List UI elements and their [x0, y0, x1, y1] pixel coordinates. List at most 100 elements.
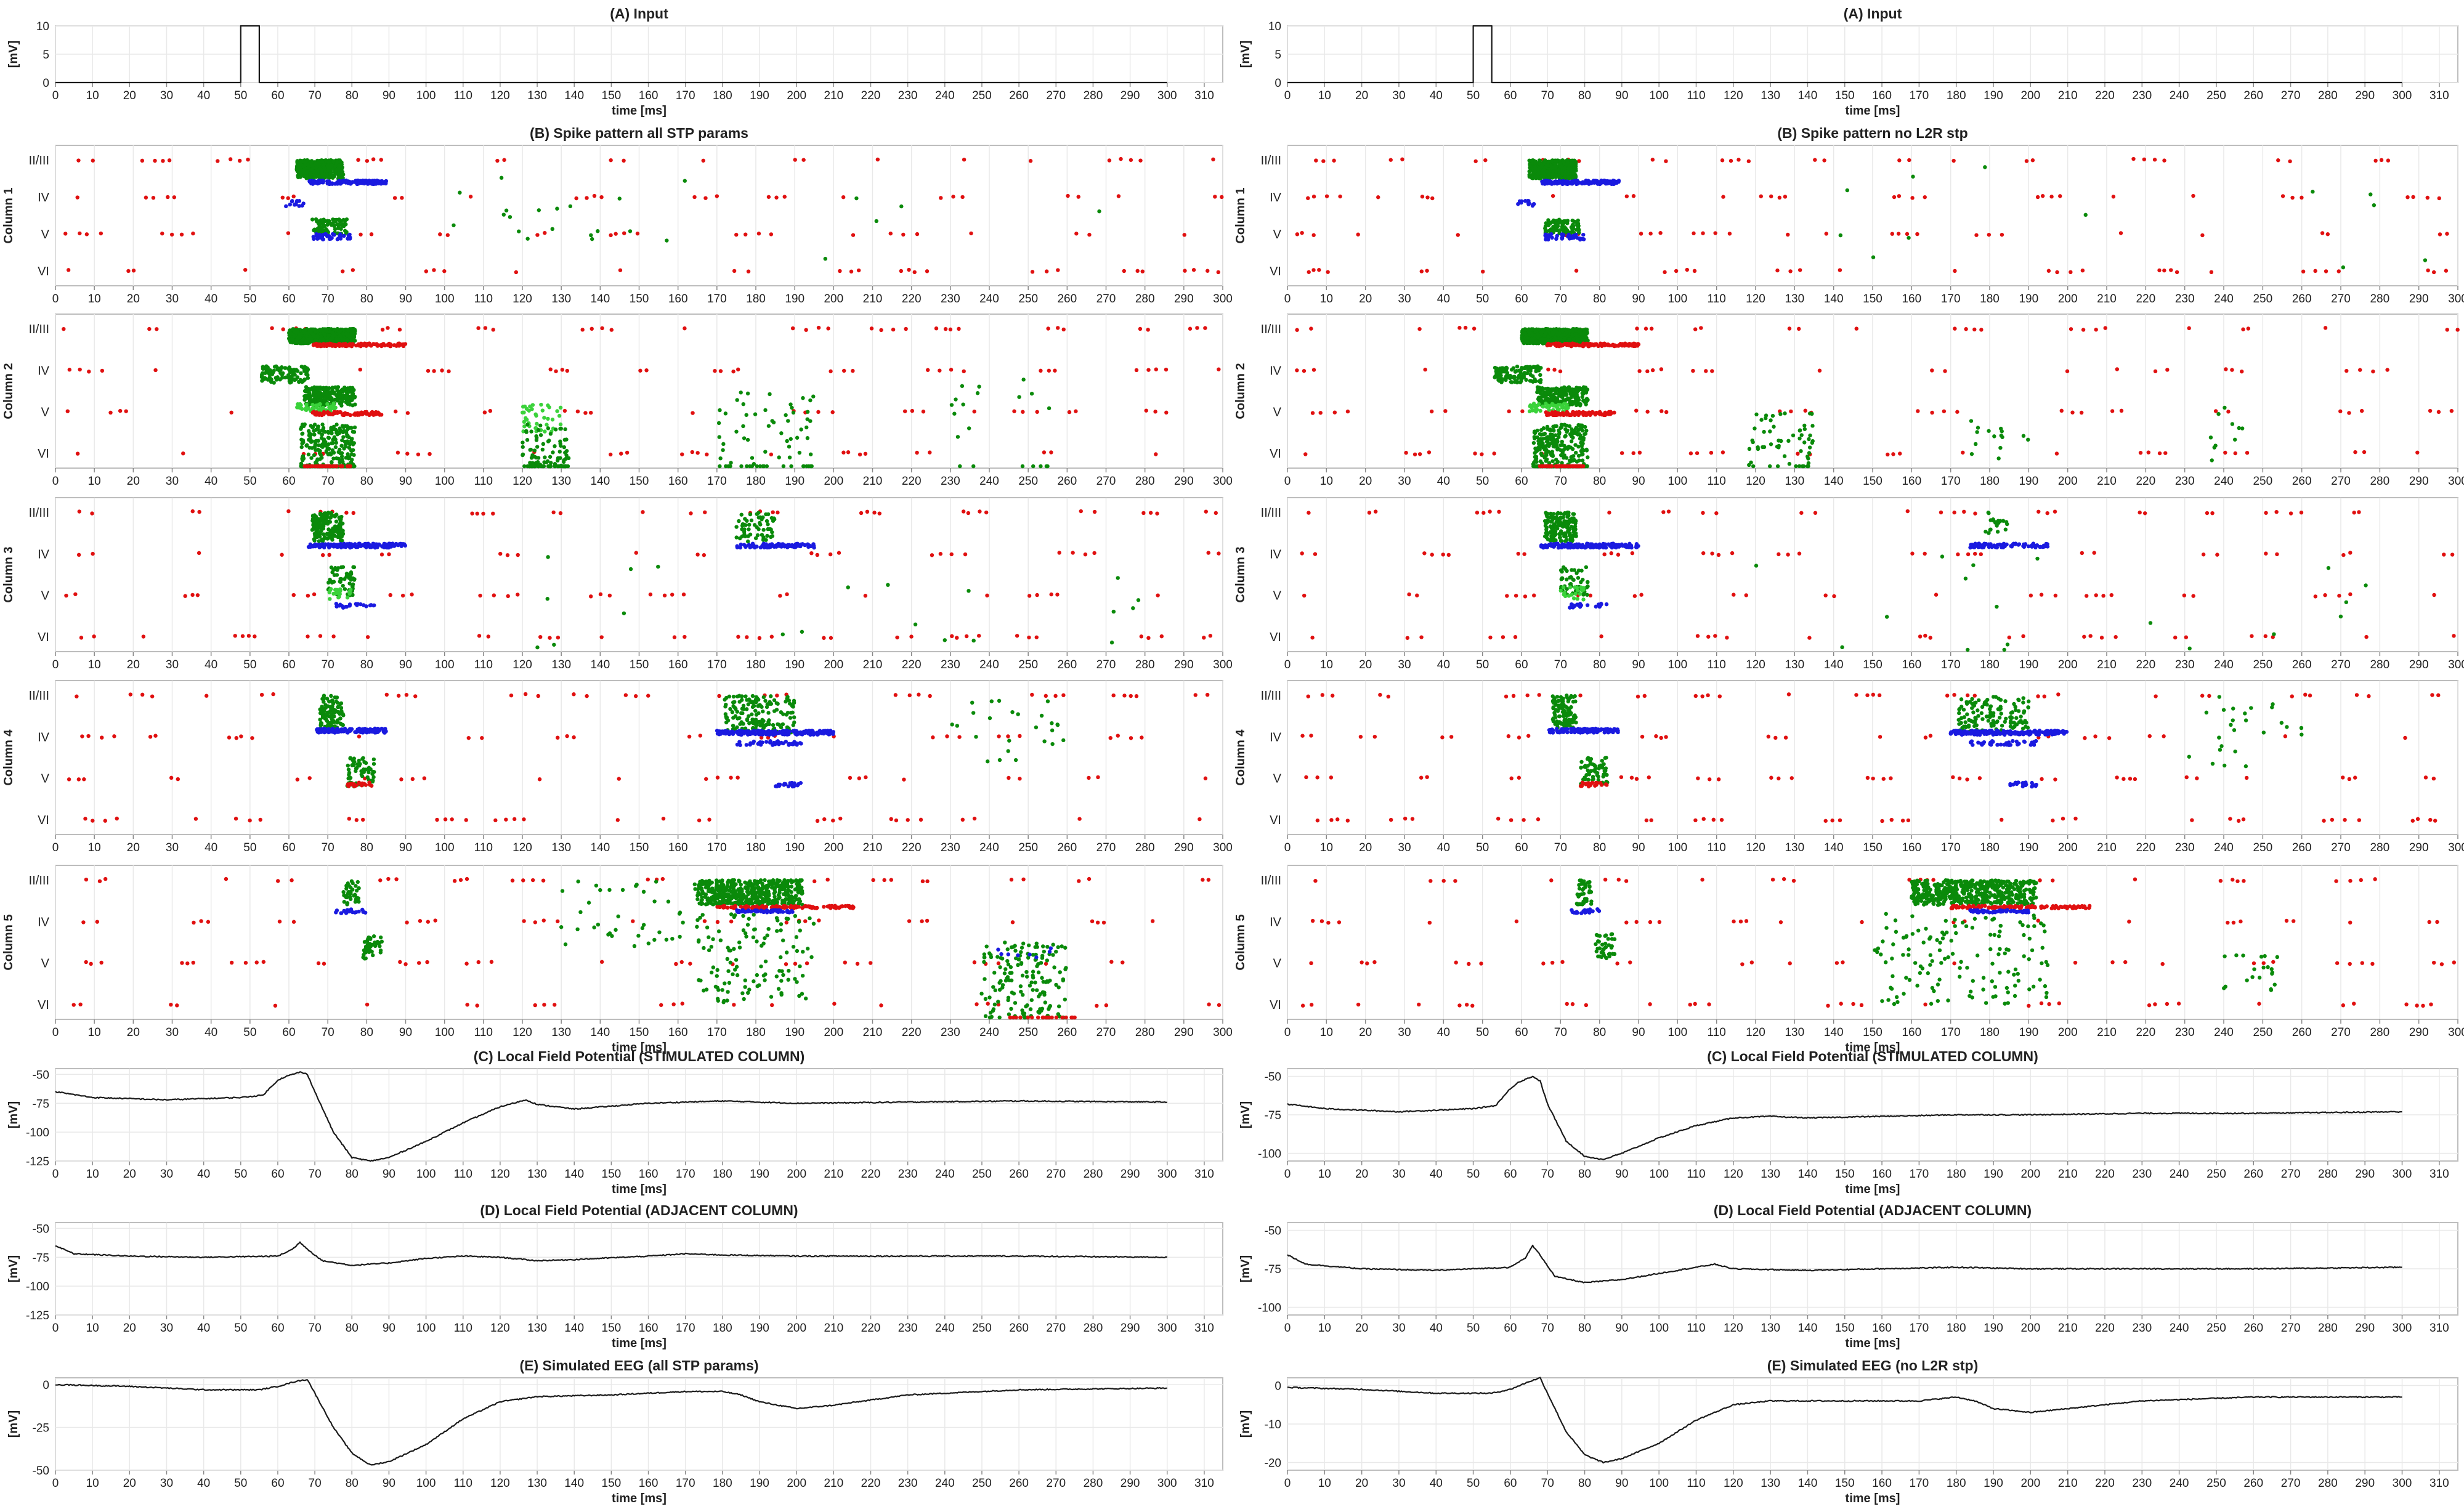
spike — [757, 636, 762, 641]
spike — [746, 269, 751, 273]
spike — [306, 634, 310, 639]
spike — [805, 417, 809, 421]
raster-tick-label-x: 260 — [1057, 475, 1077, 488]
spike — [296, 405, 301, 410]
spike — [1006, 734, 1010, 738]
spike — [318, 328, 323, 333]
plot-tick-label-x: 180 — [1947, 89, 1966, 102]
raster-tick-label-x: 250 — [1018, 658, 1038, 671]
spike — [428, 451, 432, 456]
spike — [521, 410, 525, 415]
spike — [910, 408, 915, 413]
spike — [1083, 552, 1088, 557]
spike — [396, 694, 401, 698]
spike — [338, 410, 343, 415]
spike — [383, 727, 387, 732]
plot-tick-label-x: 290 — [1121, 89, 1140, 102]
spike — [815, 819, 820, 823]
spike — [326, 410, 331, 415]
raster-tick-label-x: 210 — [863, 293, 883, 305]
spike — [131, 269, 136, 273]
spike — [312, 592, 317, 597]
raster-tick-label-x: 130 — [551, 475, 571, 488]
spike — [447, 369, 451, 374]
raster-tick-label-x: 290 — [1174, 293, 1194, 305]
spike — [753, 412, 758, 416]
spike — [383, 545, 388, 549]
spike — [1140, 735, 1144, 740]
spike — [312, 532, 317, 536]
spike — [625, 450, 630, 455]
spike — [435, 817, 439, 822]
spike — [809, 551, 814, 556]
raster-tick-label-x: 240 — [979, 841, 999, 854]
spike — [298, 335, 302, 340]
spike — [75, 195, 79, 200]
spike — [907, 693, 912, 698]
spike — [1122, 694, 1127, 698]
spike — [563, 464, 568, 469]
spike — [323, 703, 328, 707]
spike — [312, 453, 317, 458]
raster-tick-label-x: 80 — [360, 475, 373, 488]
spike — [552, 642, 556, 647]
spike — [1206, 551, 1210, 555]
plot-tick-label-x: 100 — [1649, 89, 1669, 102]
spike — [745, 717, 750, 721]
spike — [342, 233, 346, 238]
spike — [921, 410, 926, 414]
spike — [742, 523, 747, 527]
spike — [65, 409, 70, 413]
spike — [379, 413, 384, 417]
spike — [799, 427, 803, 432]
spike — [886, 583, 890, 587]
raster-tick-label-x: 40 — [205, 293, 217, 305]
spike — [808, 398, 813, 403]
spike — [596, 229, 600, 233]
spike — [737, 536, 742, 541]
raster-tick-label-x: 200 — [824, 475, 843, 488]
spike — [786, 419, 790, 423]
spike — [325, 713, 330, 718]
plot-tick-label-x: 110 — [454, 89, 472, 102]
spike — [816, 410, 821, 415]
tick-label-y: 0 — [43, 77, 49, 90]
spike — [322, 412, 326, 416]
spike — [1182, 233, 1186, 237]
spike — [548, 636, 552, 640]
raster-tick-label-x: 160 — [668, 658, 688, 671]
spike — [516, 593, 520, 597]
spike — [743, 534, 748, 538]
plot-tick-label-x: 290 — [2355, 89, 2375, 102]
spike — [371, 762, 376, 766]
spike — [665, 238, 669, 243]
spike — [234, 735, 238, 740]
plot-tick-label-x: 50 — [1467, 89, 1480, 102]
spike — [1116, 576, 1120, 580]
spike — [565, 368, 570, 373]
spike — [703, 510, 707, 514]
raster-tick-label-x: 90 — [399, 475, 412, 488]
spike — [304, 369, 309, 373]
spike — [695, 552, 700, 557]
spike — [553, 444, 557, 448]
spike — [458, 190, 462, 195]
spike — [548, 432, 553, 436]
spike — [1111, 609, 1116, 614]
spike — [841, 368, 846, 373]
raster-tick-label-x: 300 — [1213, 293, 1233, 305]
spike — [91, 551, 95, 556]
spike — [558, 456, 562, 460]
plot-tick-label-x: 80 — [1578, 89, 1591, 102]
spike — [336, 168, 341, 172]
spike — [538, 423, 543, 428]
spike — [306, 464, 310, 469]
spike — [1111, 693, 1116, 698]
spike — [329, 396, 333, 401]
spike — [766, 522, 770, 527]
spike — [899, 269, 904, 273]
spike — [470, 511, 474, 516]
spike — [128, 692, 133, 697]
spike — [766, 195, 771, 199]
spike — [288, 379, 292, 384]
